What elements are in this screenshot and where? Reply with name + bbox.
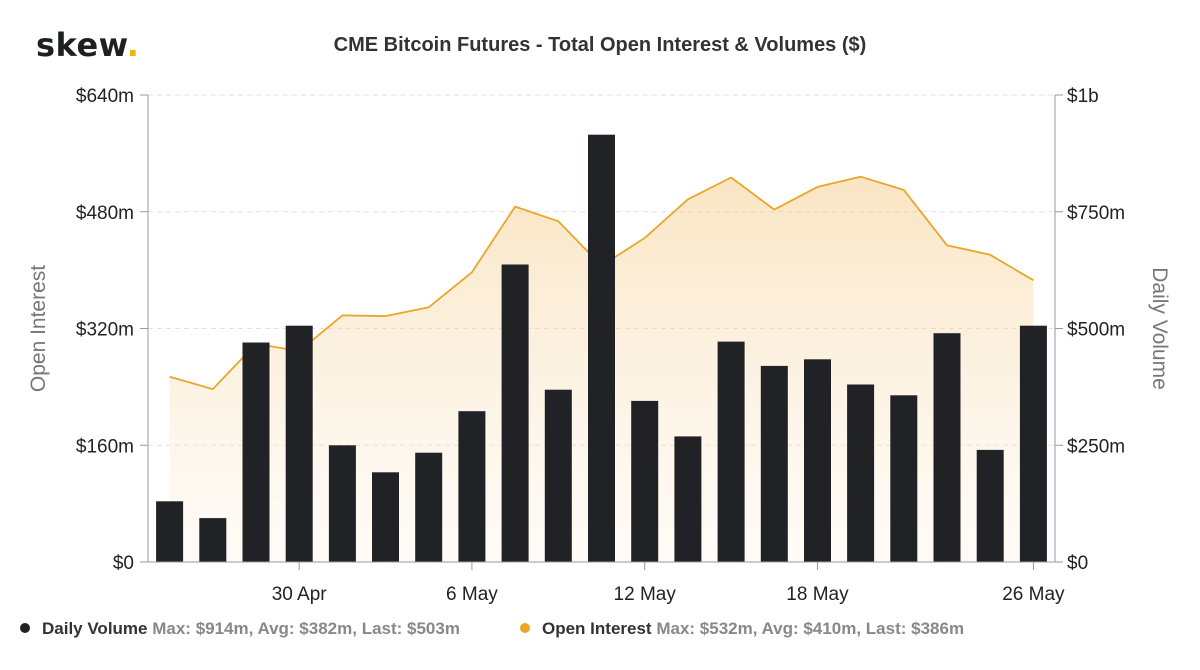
- volume-bar: [501, 264, 529, 562]
- legend-marker-daily-volume: [20, 622, 30, 633]
- volume-bar: [976, 449, 1004, 562]
- left-tick-label: $160m: [76, 436, 134, 457]
- axes: $0 $160m $320m $480m $640m $0 $250m $500m $750m $…: [27, 86, 1171, 605]
- volume-bar: [760, 365, 788, 562]
- volume-bar: [847, 384, 875, 562]
- volume-bar: [1019, 325, 1047, 562]
- volume-bar: [933, 333, 961, 562]
- legend-item-daily-volume[interactable]: Daily Volume Max: $914m, Avg: $382m, Las…: [20, 619, 460, 639]
- left-tick-label: $480m: [76, 203, 134, 224]
- volume-bar: [285, 325, 313, 562]
- volume-bar: [588, 134, 615, 562]
- left-tick-label: $0: [113, 553, 134, 574]
- volume-bar: [372, 472, 399, 562]
- volume-bar: [156, 501, 184, 562]
- volume-bar: [717, 341, 745, 562]
- left-axis-title: Open Interest: [27, 265, 50, 392]
- volume-bar: [804, 359, 831, 562]
- right-tick-label: $0: [1067, 553, 1088, 574]
- volume-bar: [674, 436, 702, 562]
- x-tick-label: 26 May: [1002, 584, 1065, 605]
- right-tick-label: $500m: [1067, 320, 1125, 341]
- volume-bar: [328, 445, 356, 563]
- volume-bar: [631, 400, 659, 562]
- chart-title: CME Bitcoin Futures - Total Open Interes…: [333, 34, 867, 56]
- x-tick-label: 30 Apr: [272, 584, 328, 605]
- daily-volume-bars: [156, 134, 1047, 563]
- volume-bar: [242, 342, 270, 562]
- right-tick-label: $750m: [1067, 203, 1125, 224]
- left-tick-label: $640m: [76, 86, 134, 107]
- legend-marker-open-interest: [520, 622, 530, 633]
- volume-bar: [458, 411, 486, 562]
- x-tick-label: 6 May: [446, 584, 498, 605]
- right-axis-title: Daily Volume: [1148, 267, 1171, 390]
- right-tick-label: $1b: [1067, 86, 1099, 107]
- left-tick-label: $320m: [76, 320, 134, 341]
- volume-bar: [415, 452, 443, 562]
- x-tick-label: 18 May: [786, 584, 849, 605]
- right-tick-label: $250m: [1067, 436, 1125, 457]
- volume-bar: [544, 389, 572, 562]
- skew-logo: skew.: [36, 26, 140, 64]
- volume-bar: [199, 518, 227, 562]
- x-tick-label: 12 May: [614, 584, 677, 605]
- volume-bar: [890, 395, 918, 562]
- legend-item-open-interest[interactable]: Open Interest Max: $532m, Avg: $410m, La…: [520, 619, 964, 639]
